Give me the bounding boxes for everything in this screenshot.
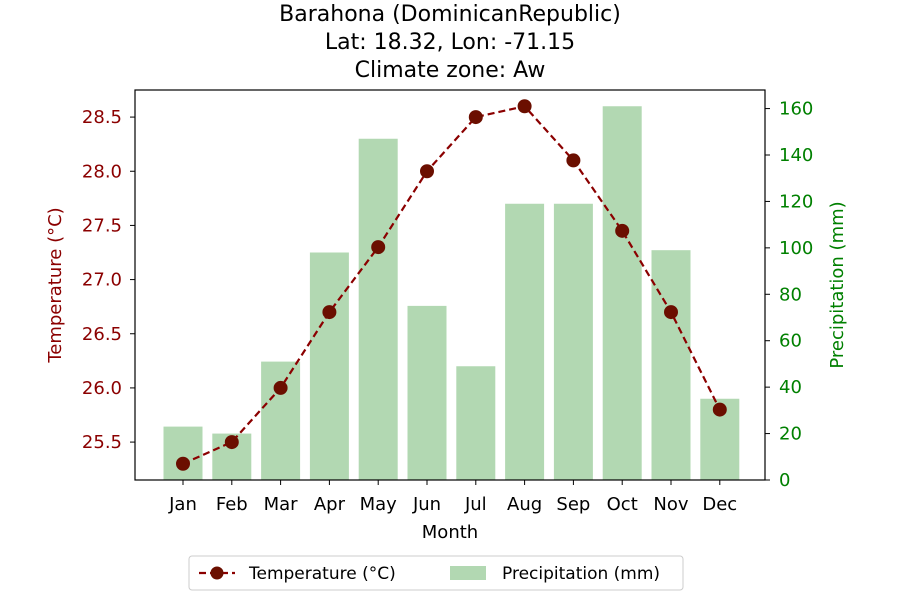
temperature-point-mar [273,380,288,395]
x-tick-label-may: May [360,494,398,515]
temperature-point-apr [322,305,337,320]
legend-box [188,555,684,591]
precipitation-tick-label: 80 [779,284,802,305]
precipitation-axis: 0 20 40 60 80 100 120 140 160 [765,99,813,491]
precipitation-bar-aug [505,203,545,480]
legend-precipitation-swatch-icon [450,566,486,580]
precipitation-tick-label: 100 [779,238,813,259]
legend-temperature-label: Temperature (°C) [248,564,396,584]
precipitation-tick-label: 160 [779,99,813,120]
temperature-point-may [371,240,386,255]
precipitation-bar-mar [261,361,301,480]
temperature-point-dec [712,402,727,417]
x-tick-label-mar: Mar [264,494,299,515]
temperature-axis: 25.5 26.0 26.5 27.0 27.5 28.0 28.5 [82,107,135,453]
plot-frame [134,89,766,481]
precipitation-tick-label: 20 [779,424,802,445]
precipitation-bars [163,106,740,480]
precipitation-bar-may [358,138,398,480]
temperature-tick-label: 25.5 [82,432,122,453]
precipitation-bar-jul [456,366,496,480]
precipitation-tick-label: 0 [779,470,790,491]
precipitation-tick-label: 120 [779,191,813,212]
temperature-point-sep [566,153,581,168]
precipitation-bar-sep [553,203,593,480]
x-tick-label-feb: Feb [216,494,248,515]
x-axis-label: Month [422,522,478,543]
temperature-point-oct [615,223,630,238]
chart-title-line-1: Barahona (DominicanRepublic) [279,2,621,27]
temperature-axis-label: Temperature (°C) [45,207,66,363]
precipitation-bar-nov [651,250,691,480]
temperature-tick-label: 26.0 [82,378,122,399]
x-tick-label-oct: Oct [607,494,638,515]
temperature-tick-label: 27.5 [82,215,122,236]
x-tick-label-nov: Nov [653,494,688,515]
x-tick-label-jan: Jan [168,494,197,515]
temperature-tick-label: 26.5 [82,324,122,345]
x-tick-label-sep: Sep [556,494,590,515]
temperature-point-jan [176,456,190,471]
temperature-point-nov [664,305,678,320]
chart-title-line-2: Lat: 18.32, Lon: -71.15 [325,30,575,55]
legend: Temperature (°C) Precipitation (mm) [188,555,684,591]
chart-title: Barahona (DominicanRepublic) Lat: 18.32,… [279,2,621,83]
x-tick-label-jun: Jun [412,494,441,515]
legend-precipitation-label: Precipitation (mm) [502,564,660,584]
temperature-tick-label: 27.0 [82,270,122,291]
temperature-line-series [176,99,727,471]
x-axis: Jan Feb Mar Apr May Jun Jul Aug Sep Oct Nov Dec [168,480,737,515]
x-tick-label-jul: Jul [464,494,487,515]
temperature-tick-label: 28.0 [82,161,122,182]
precipitation-bar-oct [602,106,642,480]
x-tick-label-dec: Dec [702,494,737,515]
temperature-point-aug [517,99,532,114]
x-tick-label-apr: Apr [314,494,346,515]
precipitation-axis-label: Precipitation (mm) [827,201,848,368]
precipitation-bar-jan [163,426,203,480]
chart-title-line-3: Climate zone: Aw [355,58,546,83]
precipitation-bar-apr [309,252,349,480]
precipitation-tick-label: 60 [779,331,802,352]
precipitation-bar-jun [407,305,447,480]
precipitation-tick-label: 40 [779,377,802,398]
temperature-point-jun [420,164,434,179]
temperature-point-feb [224,435,239,450]
precipitation-tick-label: 140 [779,145,813,166]
x-tick-label-aug: Aug [507,494,542,515]
legend-temperature-marker-icon [210,566,224,580]
temperature-line [182,105,721,465]
temperature-point-jul [468,110,483,125]
temperature-tick-label: 28.5 [82,107,122,128]
